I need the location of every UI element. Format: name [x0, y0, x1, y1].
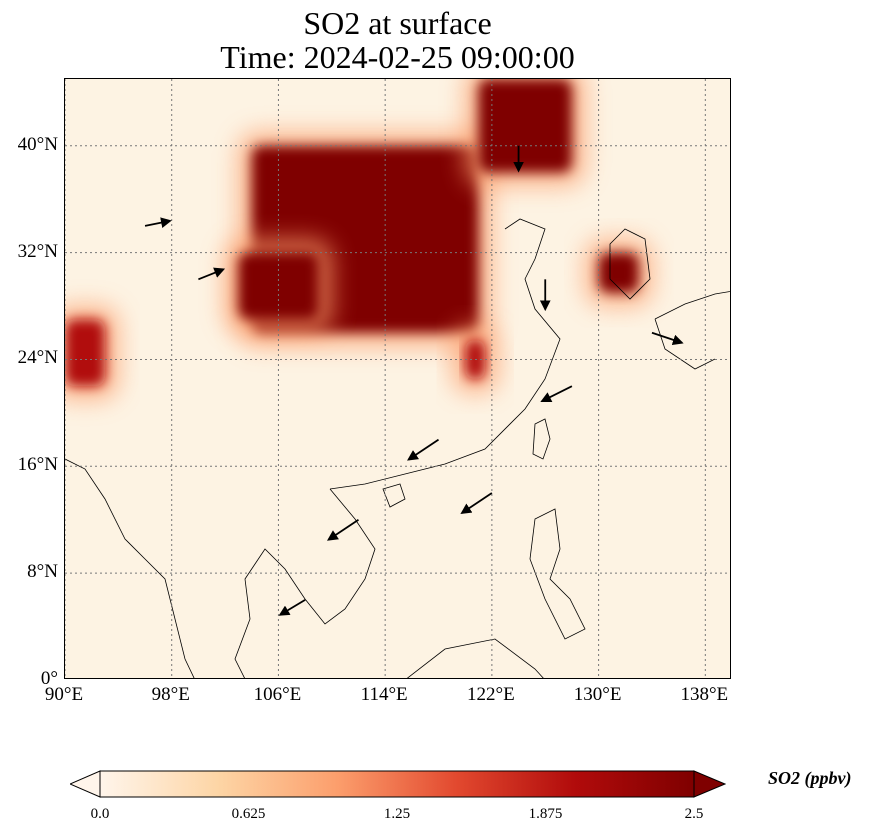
colorbar-tick-label: 2.5 — [684, 806, 704, 822]
lat-tick-label: 8°N — [27, 561, 58, 583]
coastline-china-east — [329, 218, 561, 490]
coastline-indochina — [234, 488, 376, 678]
wind-arrow — [144, 217, 172, 228]
coastline-philippines — [529, 508, 586, 640]
colorbar-label: SO2 (ppbv) — [768, 768, 852, 788]
colorbar-tick-label: 1.875 — [528, 806, 563, 822]
colorbar-min-extension — [68, 770, 101, 798]
lon-tick-label: 90°E — [44, 684, 84, 705]
chart-title-line1: SO2 at surface — [303, 5, 492, 41]
coastline-japan — [654, 291, 730, 370]
lat-tick-label: 0° — [40, 668, 58, 689]
colorbar — [68, 770, 727, 798]
so2-region-bangladesh — [65, 319, 106, 387]
colorbar-max-extension — [693, 770, 727, 798]
colorbar-tick-label: 1.25 — [383, 806, 411, 822]
wind-arrow — [651, 331, 684, 346]
colorbar-tick-label: 0.0 — [90, 806, 110, 822]
wind-arrow — [198, 267, 226, 281]
coastline-hainan — [382, 483, 406, 508]
chart-title-line2: Time: 2024-02-25 09:00:00 — [220, 39, 575, 75]
lon-tick-label: 114°E — [360, 684, 408, 705]
lat-tick-label: 32°N — [17, 240, 58, 262]
so2-heatmap — [65, 79, 730, 678]
wind-arrow — [326, 518, 359, 541]
colorbar-gradient — [99, 770, 695, 798]
so2-region-sichuan-basin — [238, 252, 319, 320]
colorbar-tick-label: 0.625 — [231, 806, 266, 822]
wind-arrow — [540, 385, 573, 402]
map-plot-area — [64, 78, 731, 679]
colorbar-svg — [68, 770, 727, 798]
lon-tick-label: 106°E — [253, 684, 302, 705]
lon-tick-label: 130°E — [573, 684, 622, 705]
lat-tick-label: 24°N — [17, 347, 58, 369]
lat-tick-label: 16°N — [17, 454, 58, 476]
wind-arrow — [407, 438, 440, 461]
lon-tick-label: 98°E — [151, 684, 190, 705]
so2-region-northeast-china — [478, 79, 572, 173]
wind-arrow — [460, 492, 493, 515]
lon-tick-label: 122°E — [467, 684, 515, 705]
coastline-borneo — [406, 638, 544, 678]
wind-vectors — [144, 145, 684, 616]
coastline-korea — [609, 228, 651, 300]
so2-field-layer — [65, 79, 653, 401]
so2-region-kyushu — [598, 252, 639, 293]
lat-tick-label: 40°N — [17, 133, 58, 155]
coastline-bay-of-bengal — [65, 458, 195, 678]
lon-tick-label: 138°E — [680, 684, 729, 705]
gridlines — [65, 79, 730, 678]
coastline-layer — [65, 218, 730, 678]
wind-arrow — [278, 599, 306, 616]
coastline-taiwan — [532, 418, 551, 460]
